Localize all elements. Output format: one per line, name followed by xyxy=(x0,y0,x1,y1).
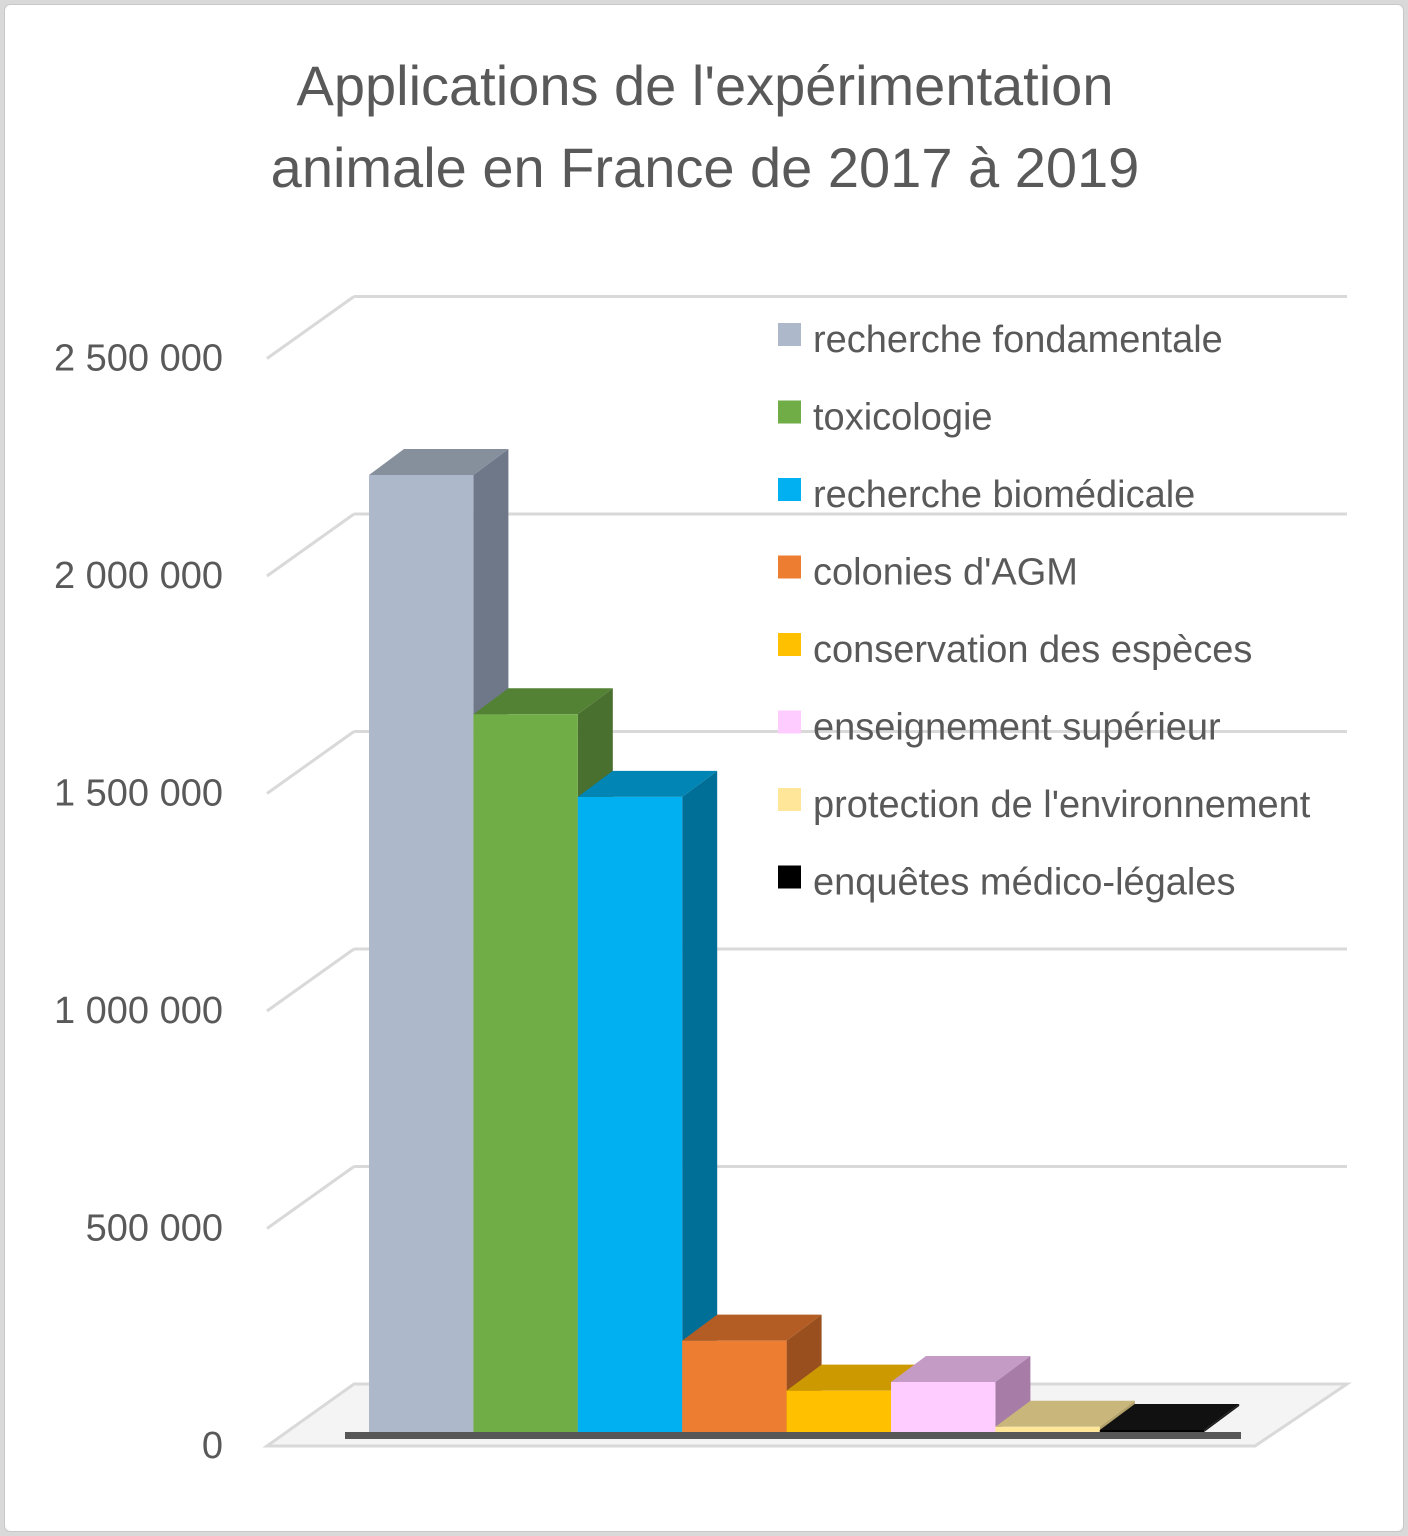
bar-front xyxy=(786,1390,891,1432)
bar-front xyxy=(995,1426,1100,1432)
y-tick-label: 500 000 xyxy=(86,1208,223,1250)
bar-2 xyxy=(577,770,718,1432)
y-tick-label: 1 000 000 xyxy=(54,990,223,1032)
bar-top xyxy=(995,1400,1135,1427)
legend-swatch xyxy=(778,633,801,656)
bar-top xyxy=(369,449,509,475)
floor-shadow xyxy=(345,1432,1241,1439)
gridline-diagonal xyxy=(266,1165,355,1230)
bar-front xyxy=(1099,1430,1205,1432)
legend-label: enquêtes médico-légales xyxy=(813,862,1236,904)
gridline-diagonal xyxy=(266,730,355,795)
legend-item: enseignement supérieur xyxy=(778,707,1221,749)
bar-chart: Applications de l'expérimentation animal… xyxy=(54,54,1352,1468)
legend-swatch xyxy=(778,400,801,424)
y-axis-ticks: 0 500 000 1 000 000 1 500 000 2 000 000 2 500… xyxy=(54,338,223,1468)
legend-swatch xyxy=(778,555,801,579)
bar-side xyxy=(995,1355,1031,1432)
bar-side xyxy=(682,770,718,1432)
bars xyxy=(369,449,1240,1432)
gridline-diagonal xyxy=(266,947,355,1013)
legend-swatch xyxy=(778,710,801,734)
legend-swatch xyxy=(778,478,801,501)
legend-label: recherche fondamentale xyxy=(813,319,1223,361)
y-tick-label: 1 500 000 xyxy=(54,773,223,815)
bar-top xyxy=(1099,1404,1240,1430)
legend-swatch xyxy=(778,865,801,889)
chart-title-line-2: animale en France de 2017 à 2019 xyxy=(271,136,1140,199)
legend-item: recherche biomédicale xyxy=(778,474,1195,516)
chart-frame: Applications de l'expérimentation animal… xyxy=(4,4,1404,1532)
legend-label: colonies d'AGM xyxy=(813,552,1078,594)
legend-swatch xyxy=(778,788,801,811)
gridline-diagonal xyxy=(266,295,355,360)
legend-item: colonies d'AGM xyxy=(778,552,1078,594)
bar-front xyxy=(682,1340,787,1432)
legend-item: enquêtes médico-légales xyxy=(778,862,1236,904)
chart-title: Applications de l'expérimentation animal… xyxy=(271,54,1140,199)
bar-top xyxy=(577,770,718,797)
legend-swatch xyxy=(778,323,801,346)
bar-front xyxy=(369,475,474,1432)
y-tick-label: 0 xyxy=(202,1425,223,1467)
bar-front xyxy=(473,714,578,1432)
bar-front xyxy=(577,796,683,1432)
bar-7 xyxy=(1099,1404,1240,1432)
bar-top xyxy=(473,688,613,715)
y-tick-label: 2 500 000 xyxy=(54,338,223,380)
bar-top xyxy=(891,1355,1031,1382)
legend-item: toxicologie xyxy=(778,397,993,439)
legend-item: protection de l'environnement xyxy=(778,784,1311,826)
legend-label: conservation des espèces xyxy=(813,629,1252,671)
legend-label: toxicologie xyxy=(813,397,993,439)
legend-item: conservation des espèces xyxy=(778,629,1252,671)
bar-top xyxy=(682,1314,822,1341)
y-tick-label: 2 000 000 xyxy=(54,555,223,597)
legend-label: recherche biomédicale xyxy=(813,474,1195,516)
legend-label: enseignement supérieur xyxy=(813,707,1221,749)
bar-front xyxy=(891,1381,996,1432)
legend-item: recherche fondamentale xyxy=(778,319,1223,361)
legend-label: protection de l'environnement xyxy=(813,784,1311,826)
bar-5 xyxy=(891,1355,1031,1432)
bar-side xyxy=(1204,1404,1240,1432)
legend: recherche fondamentale toxicologie recherc… xyxy=(778,319,1311,904)
gridline-diagonal xyxy=(266,512,355,578)
chart-title-line-1: Applications de l'expérimentation xyxy=(297,54,1114,117)
